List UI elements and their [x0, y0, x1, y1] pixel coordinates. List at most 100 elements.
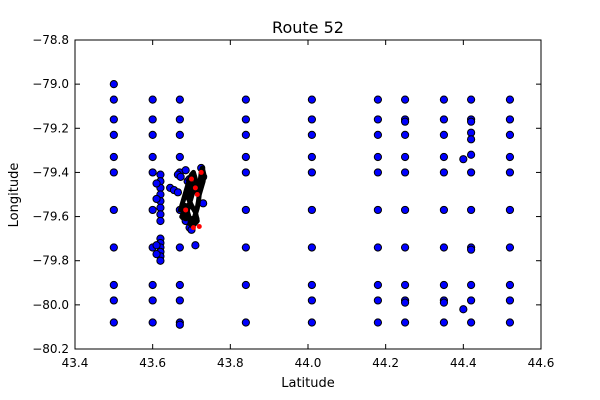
data-point [307, 296, 316, 305]
data-point [373, 243, 382, 252]
data-point [467, 128, 476, 137]
data-point [148, 296, 157, 305]
data-point [175, 280, 184, 290]
data-point [467, 135, 476, 144]
data-point [505, 205, 515, 215]
data-point [109, 205, 118, 215]
data-point [109, 95, 118, 104]
data-point [400, 117, 410, 126]
data-point [191, 241, 200, 250]
highlight-point [190, 225, 196, 231]
data-point [156, 216, 165, 226]
data-point [241, 243, 250, 252]
y-tick-label: −79.6 [32, 210, 69, 224]
data-point [459, 155, 468, 164]
data-point [505, 152, 515, 162]
data-point [307, 168, 316, 177]
data-point [373, 168, 382, 177]
data-point [175, 115, 184, 124]
x-tick-label: 43.4 [62, 356, 89, 370]
data-point [241, 95, 250, 104]
data-point [307, 130, 316, 140]
data-point [400, 298, 410, 307]
data-point [156, 170, 165, 179]
data-point [467, 168, 476, 177]
highlight-point [192, 185, 198, 191]
y-tick-label: −80.2 [32, 342, 69, 356]
data-point [439, 298, 449, 307]
x-tick-label: 44.6 [528, 356, 555, 370]
highlight-point [189, 176, 194, 182]
data-point [109, 152, 118, 162]
y-axis-label: Longitude [7, 163, 22, 228]
data-point [439, 130, 449, 140]
data-point [109, 168, 118, 177]
data-point [152, 241, 161, 250]
highlight-point [194, 192, 200, 197]
x-axis-label: Latitude [281, 376, 335, 391]
data-point [467, 95, 476, 104]
data-point [373, 280, 382, 290]
data-point [241, 280, 250, 290]
data-point [148, 130, 157, 140]
y-tick-label: −80.0 [32, 298, 69, 312]
data-point [439, 205, 449, 215]
data-point [148, 152, 157, 162]
data-point [109, 115, 118, 124]
data-point [400, 318, 410, 327]
y-axis: −78.8 −79.0 −79.2 −79.4 −79.6 −79.8 −80.0 −80.2 [32, 33, 541, 356]
data-point [400, 280, 410, 290]
data-point [373, 205, 382, 215]
data-point [373, 130, 382, 140]
chart-title: Route 52 [272, 18, 344, 37]
y-tick-label: −79.2 [32, 121, 69, 135]
data-point [148, 280, 157, 290]
data-point [373, 115, 382, 124]
data-point [505, 130, 515, 140]
data-point [467, 318, 476, 327]
data-point [400, 205, 410, 215]
data-point [152, 249, 161, 259]
data-point [373, 296, 382, 305]
data-point [400, 95, 410, 104]
data-point [505, 318, 515, 327]
data-point [439, 115, 449, 124]
data-point [156, 203, 165, 212]
data-point [181, 166, 190, 175]
data-point [505, 95, 515, 104]
data-point [400, 130, 410, 140]
y-tick-label: −78.8 [32, 33, 69, 47]
data-point [156, 210, 165, 219]
data-point [307, 318, 316, 327]
data-point [505, 115, 515, 124]
x-tick-label: 44.2 [372, 356, 399, 370]
x-tick-label: 44.0 [295, 356, 322, 370]
data-point [439, 280, 449, 290]
y-tick-label: −79.8 [32, 254, 69, 268]
data-point [400, 168, 410, 177]
data-point [109, 130, 118, 140]
data-point [459, 305, 468, 314]
data-point [439, 168, 449, 177]
data-point [152, 179, 161, 188]
data-point [467, 205, 476, 215]
path-line [177, 165, 207, 228]
data-point [241, 318, 250, 327]
data-point [241, 168, 250, 177]
data-point [152, 194, 161, 204]
data-point [467, 150, 476, 159]
data-point [175, 152, 184, 162]
data-point [307, 152, 316, 162]
data-point [175, 243, 184, 252]
data-point [400, 243, 410, 252]
x-tick-label: 44.4 [450, 356, 477, 370]
highlight-point [196, 224, 202, 230]
data-point [439, 95, 449, 104]
data-point [307, 280, 316, 290]
data-point [148, 318, 157, 327]
data-point [148, 205, 157, 215]
data-point [467, 280, 476, 290]
data-point [241, 152, 250, 162]
